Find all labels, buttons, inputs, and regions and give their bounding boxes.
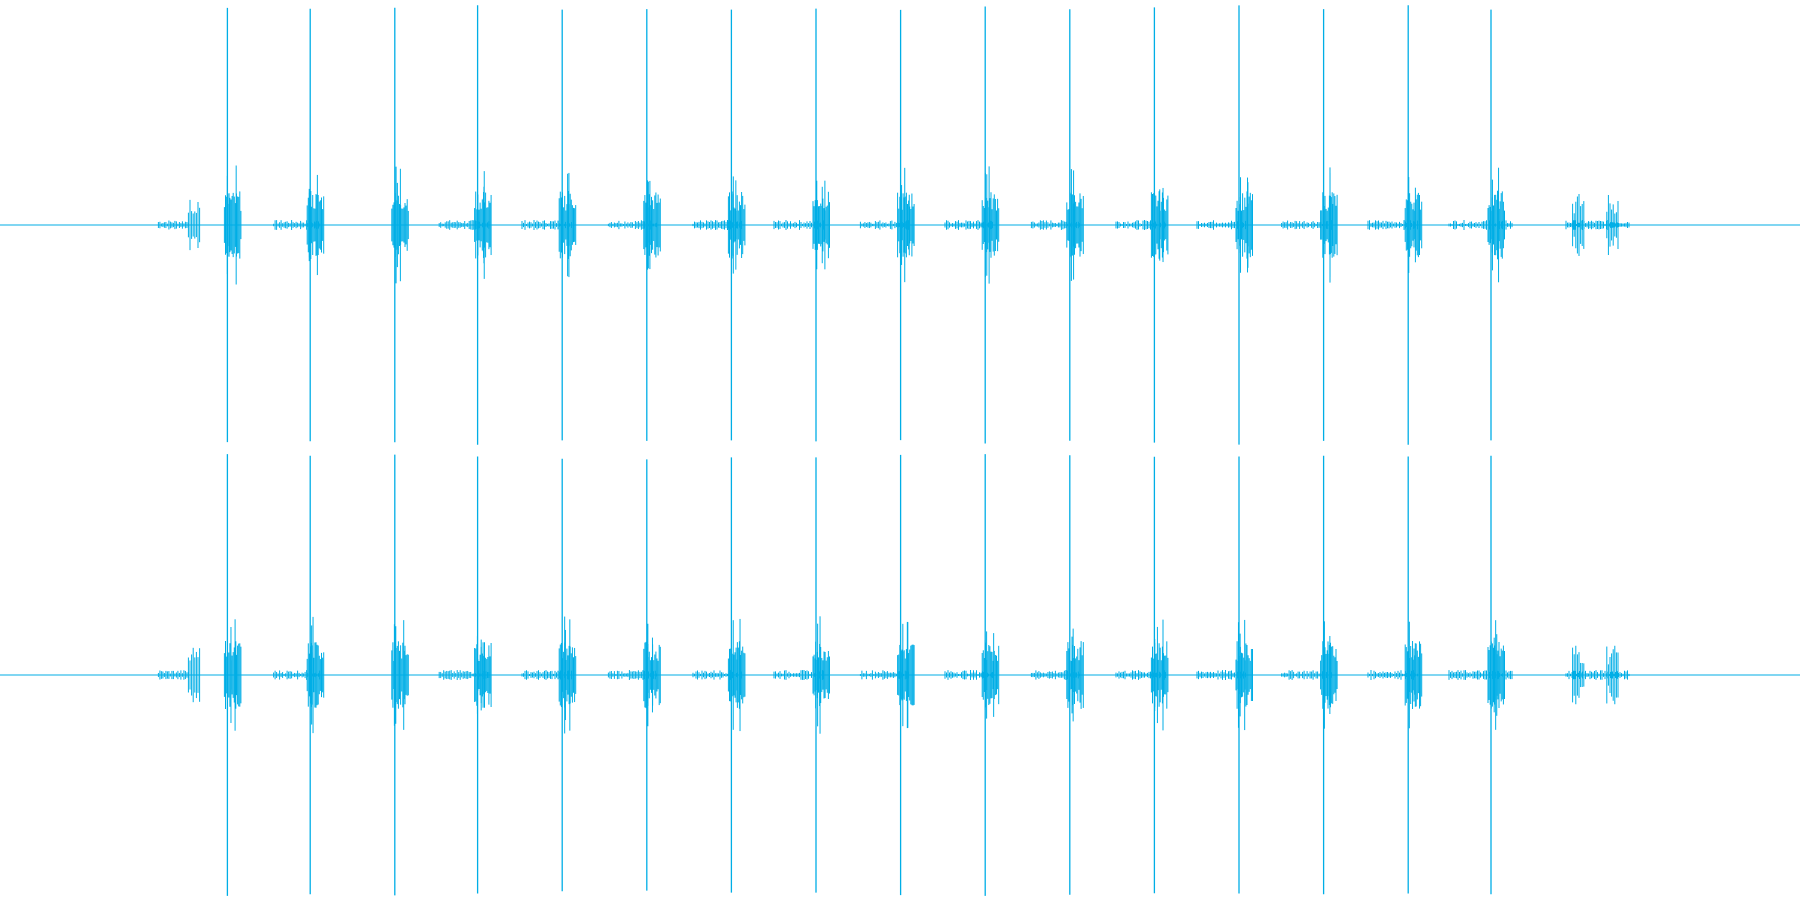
channel-left-waveform bbox=[0, 5, 1800, 445]
channel-right-waveform bbox=[0, 454, 1800, 896]
